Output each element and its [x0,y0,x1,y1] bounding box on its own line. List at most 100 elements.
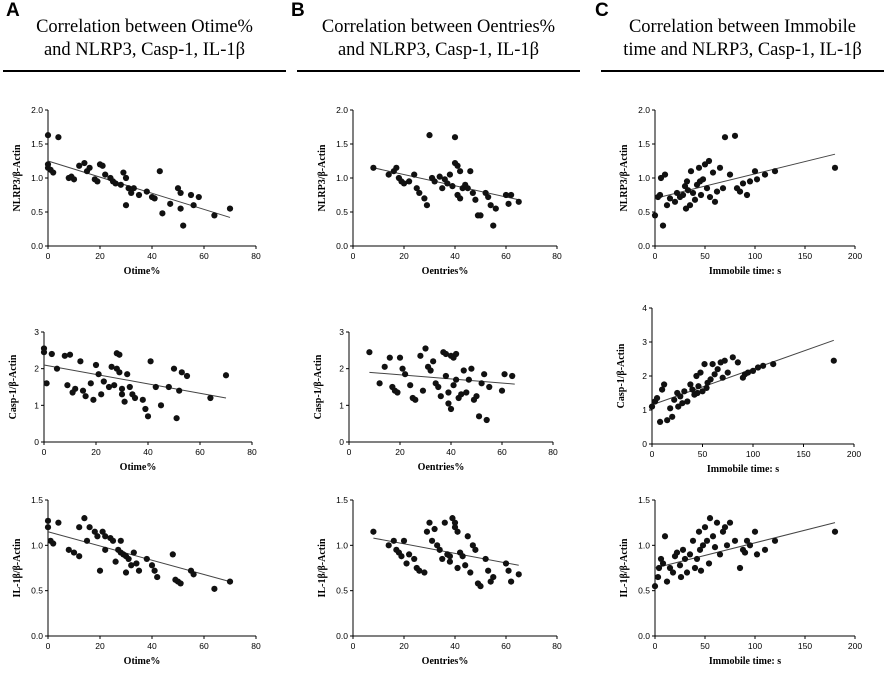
data-point [509,372,516,380]
regression-line [43,364,227,399]
data-point [400,180,408,187]
data-point [386,354,393,361]
x-tick-label: 60 [199,641,209,651]
data-point [143,188,150,195]
data-point [79,387,87,394]
y-tick-label: 0.5 [638,207,650,217]
data-point [695,528,703,535]
data-point [376,380,383,387]
data-point [396,354,404,361]
x-tick-label: 200 [847,449,861,459]
data-point [406,551,413,558]
data-point [393,164,400,171]
scatter-c3-il1b-immobile: 0 50 100 150 200 0.0 0.5 1.0 1.5 Immobile time: s… [619,495,862,667]
x-axis-label: Immobile time: s [707,464,779,475]
data-point [124,371,131,378]
scatter-a2-casp1-otime: 0 20 40 60 80 0 1 2 3 Otime% Casp-1/β-Actin [8,327,257,473]
data-point [211,212,218,219]
y-axis-label: IL-1β/β-Actin [317,538,328,597]
x-tick-label: 0 [347,447,352,457]
data-point [444,180,451,187]
data-point [445,400,452,407]
data-point [133,560,140,567]
data-point [131,394,139,402]
x-tick-label: 60 [497,447,507,457]
data-point [451,524,459,531]
panel-letter-c: C [595,0,609,21]
data-point [681,388,688,395]
y-axis-label: IL-1β/β-Actin [619,538,630,597]
y-tick-label: 0 [339,437,344,447]
data-point [472,196,479,203]
data-point [441,519,448,526]
data-point [664,417,671,424]
data-point [487,202,494,209]
x-tick-label: 40 [450,251,460,261]
y-axis-label: Casp-1/β-Actin [313,354,324,419]
data-point [151,195,158,202]
data-point [423,202,431,209]
data-point [754,364,762,371]
data-point [130,185,137,192]
data-point [44,524,52,531]
data-point [449,183,456,190]
data-point [831,528,839,535]
data-point [724,369,731,376]
data-point [693,555,701,563]
data-point [402,371,409,378]
data-point [447,405,455,413]
data-point [716,551,724,558]
data-point [222,372,230,379]
data-point [135,191,143,199]
data-point [439,555,446,563]
data-point [477,583,484,590]
scatter-c2-casp1-immobile: 0 50 100 150 200 0 1 2 3 4 Immobile time: s Casp-1/… [616,303,861,475]
y-tick-label: 1.0 [638,173,650,183]
data-point [719,185,727,192]
y-axis-label: NLRP3/β-Actin [317,144,328,211]
data-point [156,168,163,175]
y-axis-label: Casp-1/β-Actin [616,343,627,408]
data-point [669,569,677,576]
data-point [111,382,118,389]
data-point [498,387,506,394]
data-point [490,573,497,581]
data-point [653,395,661,402]
data-point [683,178,691,185]
data-point [152,383,159,391]
data-point [701,524,709,531]
data-point [684,398,691,405]
x-tick-label: 80 [552,251,562,261]
data-point [705,157,713,165]
data-point [457,195,464,202]
y-tick-label: 1.0 [31,540,43,550]
data-point [699,388,706,395]
data-point [486,383,493,391]
data-point [746,542,754,549]
scatter-b2-casp1-oentries: 0 20 40 60 80 0 1 2 3 Oentries% Casp-1/β-Actin [313,327,558,473]
data-point [445,389,452,396]
data-point [490,222,497,229]
data-point [467,168,474,175]
data-point [176,387,183,394]
y-tick-label: 0.5 [31,586,43,596]
data-point [157,402,165,409]
data-point [70,176,78,183]
data-point [394,389,401,396]
data-point [422,345,429,352]
data-point [492,205,499,212]
data-point [703,537,711,544]
panel-title-a-line2: and NLRP3, Casp-1, IL-1β [43,40,246,60]
data-point [144,413,152,420]
data-point [458,391,465,398]
data-point [434,542,441,549]
regression-line [47,160,231,218]
data-point [177,205,184,212]
y-tick-label: 1 [34,400,39,410]
data-point [77,358,84,365]
data-point [446,553,453,560]
data-point [430,358,437,365]
data-point [661,381,668,388]
data-point [95,371,102,378]
data-point [76,162,83,169]
